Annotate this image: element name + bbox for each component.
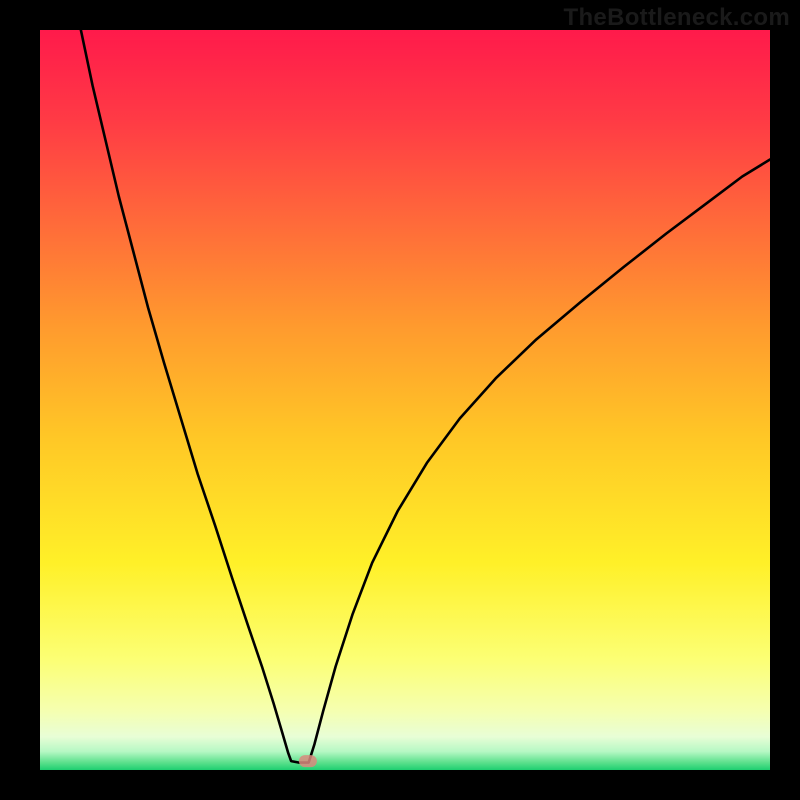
bottleneck-chart bbox=[0, 0, 800, 800]
watermark-text: TheBottleneck.com bbox=[564, 4, 790, 32]
minimum-marker bbox=[299, 755, 317, 767]
chart-root: TheBottleneck.com bbox=[0, 0, 800, 800]
plot-area bbox=[40, 30, 770, 770]
